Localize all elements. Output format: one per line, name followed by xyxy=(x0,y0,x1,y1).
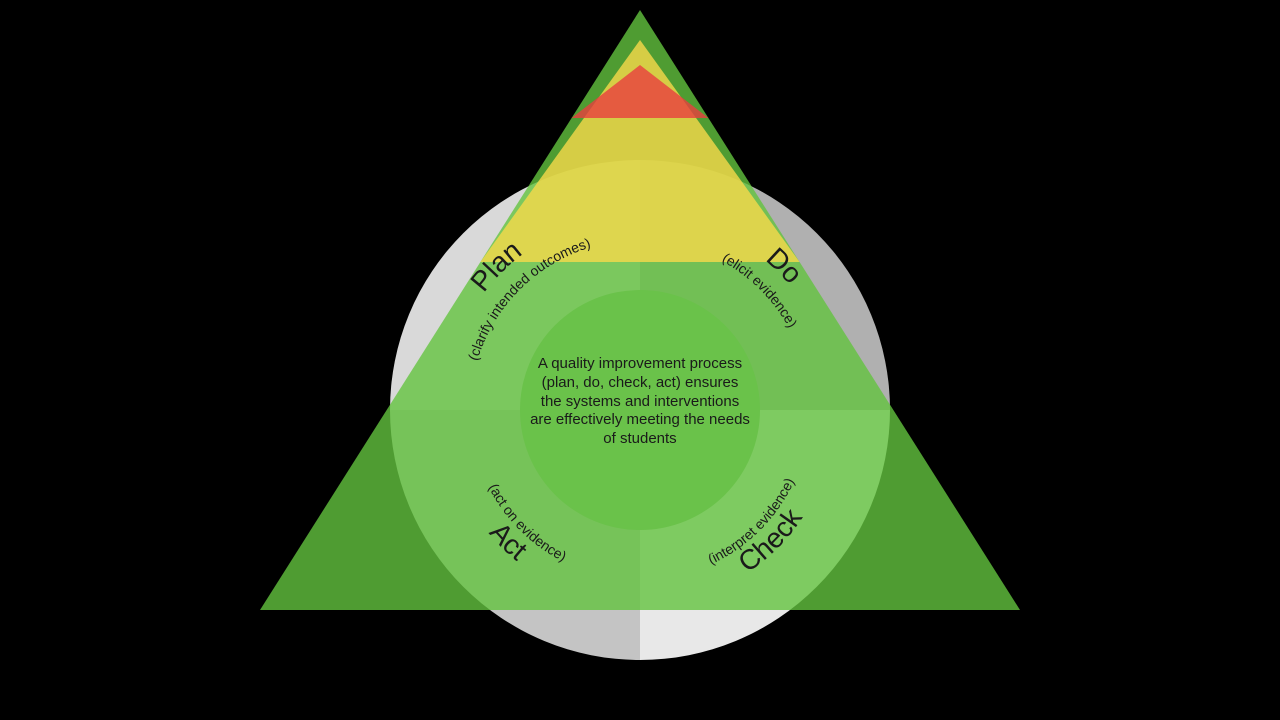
center-description: A quality improvement process (plan, do,… xyxy=(530,355,750,449)
diagram-stage: Plan(clarify intended outcomes)Do(elicit… xyxy=(0,0,1280,720)
